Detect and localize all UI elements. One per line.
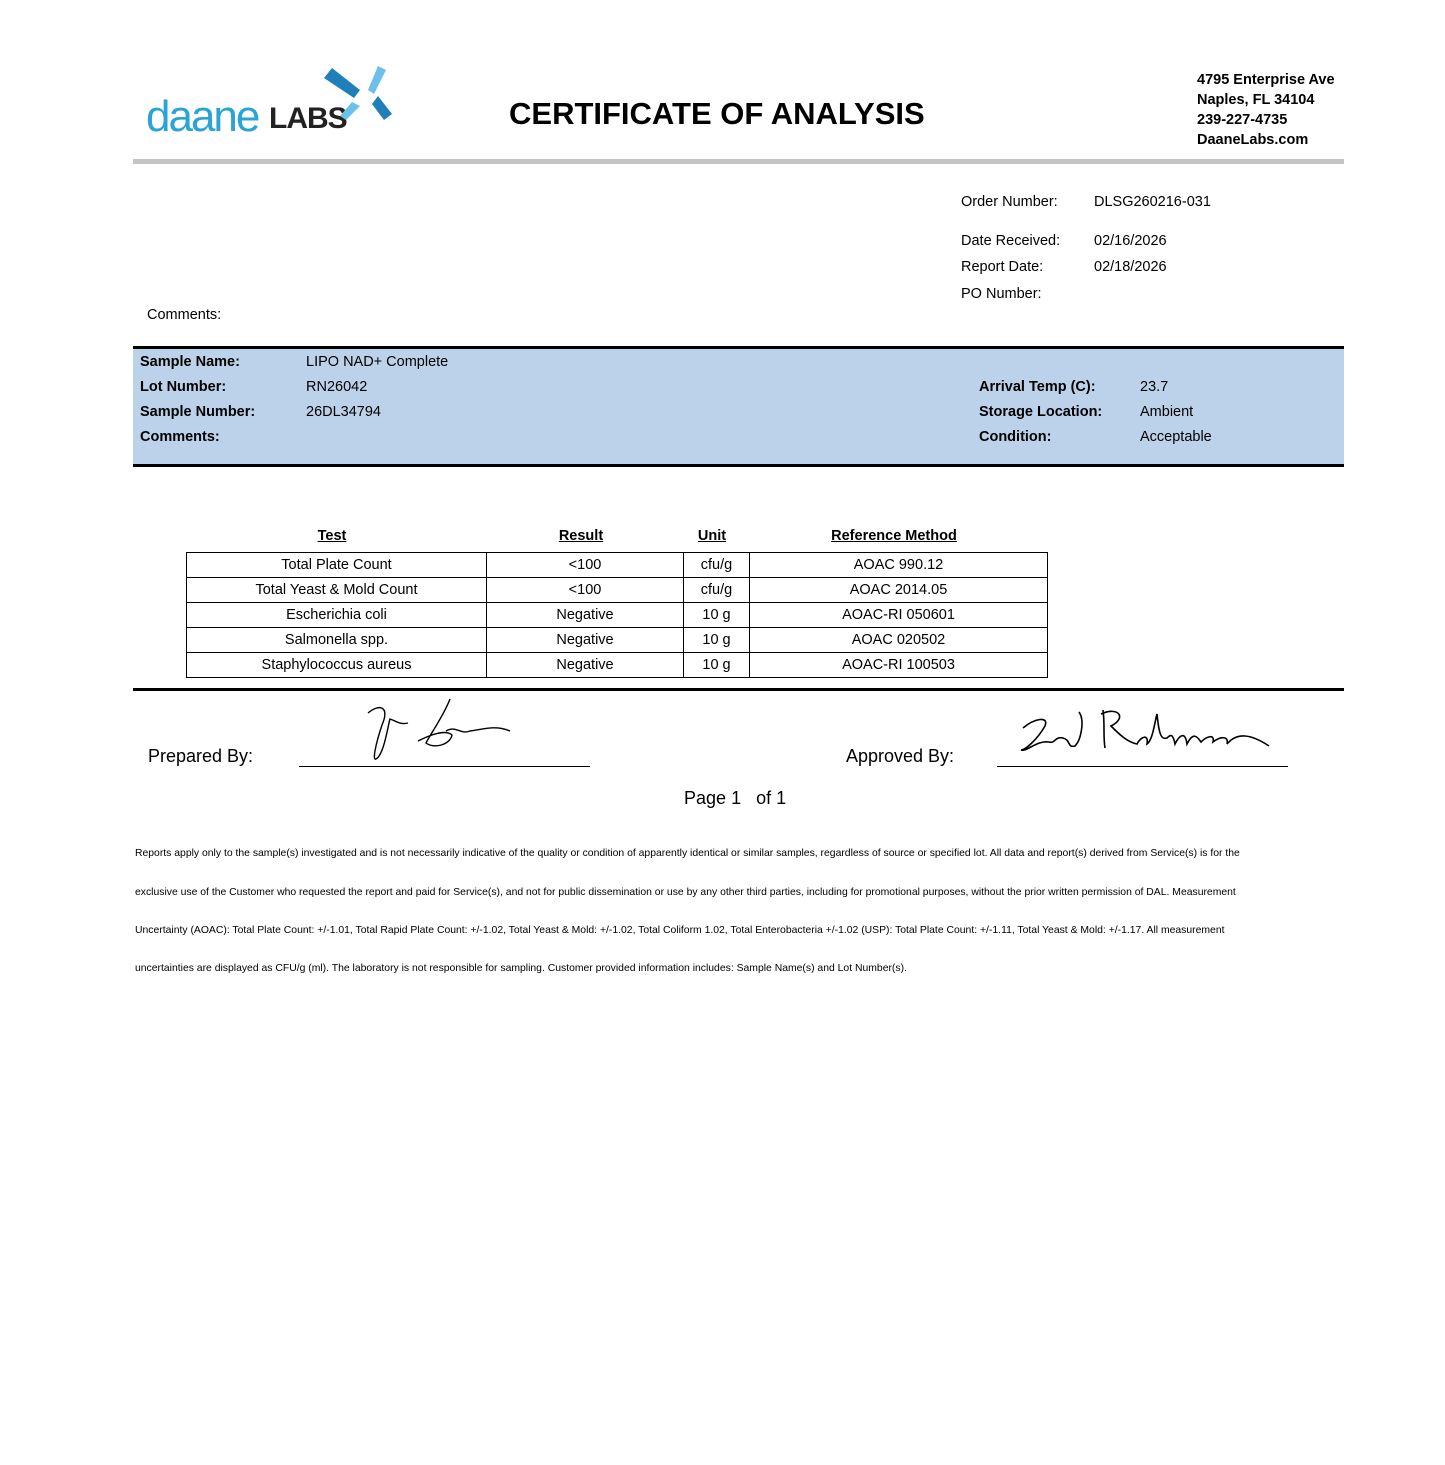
logo-burst-icon bbox=[324, 66, 392, 120]
lot-number-label: Lot Number: bbox=[140, 379, 227, 395]
cell-result: Negative bbox=[486, 602, 684, 628]
arrival-temp-value: 23.7 bbox=[1140, 379, 1169, 395]
sample-comments-label: Comments: bbox=[140, 429, 220, 445]
lot-number-value: RN26042 bbox=[306, 379, 368, 395]
cell-reference-method: AOAC-RI 050601 bbox=[749, 602, 1048, 628]
arrival-temp-label: Arrival Temp (C): bbox=[979, 379, 1096, 395]
cell-test-name: Salmonella spp. bbox=[186, 627, 487, 653]
storage-location-label: Storage Location: bbox=[979, 404, 1103, 420]
sample-name-value: LIPO NAD+ Complete bbox=[306, 354, 449, 370]
po-number-label: PO Number: bbox=[961, 286, 1042, 302]
prepared-by-label: Prepared By: bbox=[148, 746, 254, 766]
column-header-reference-method: Reference Method bbox=[831, 528, 957, 544]
cell-unit: 10 g bbox=[683, 602, 750, 628]
order-number-value: DLSG260216-031 bbox=[1094, 194, 1211, 210]
cell-result: <100 bbox=[486, 552, 684, 578]
condition-value: Acceptable bbox=[1140, 429, 1212, 445]
date-received-label: Date Received: bbox=[961, 233, 1061, 249]
storage-location-value: Ambient bbox=[1140, 404, 1194, 420]
cell-unit: 10 g bbox=[683, 627, 750, 653]
cell-test-name: Total Plate Count bbox=[186, 552, 487, 578]
cell-reference-method: AOAC 990.12 bbox=[749, 552, 1048, 578]
cell-reference-method: AOAC 2014.05 bbox=[749, 577, 1048, 603]
cell-result: Negative bbox=[486, 652, 684, 678]
approved-by-signature bbox=[1020, 709, 1270, 751]
approved-by-line bbox=[997, 766, 1288, 767]
prepared-by-line bbox=[299, 766, 590, 767]
column-header-test: Test bbox=[317, 528, 347, 544]
table-row: Total Yeast & Mold Count <100 cfu/g AOAC 20… bbox=[186, 577, 1048, 603]
results-divider bbox=[133, 688, 1344, 691]
prepared-by-signature bbox=[367, 698, 511, 760]
results-table: Total Plate Count <100 cfu/g AOAC 990.12 Tot… bbox=[186, 552, 1048, 678]
column-header-result: Result bbox=[558, 528, 604, 544]
cell-result: Negative bbox=[486, 627, 684, 653]
cell-test-name: Total Yeast & Mold Count bbox=[186, 577, 487, 603]
cell-test-name: Staphylococcus aureus bbox=[186, 652, 487, 678]
disclaimer-text: Reports apply only to the sample(s) inve… bbox=[135, 848, 1240, 974]
cell-result: <100 bbox=[486, 577, 684, 603]
report-date-label: Report Date: bbox=[961, 259, 1044, 275]
cell-unit: 10 g bbox=[683, 652, 750, 678]
cell-unit: cfu/g bbox=[683, 577, 750, 603]
document-title: CERTIFICATE OF ANALYSIS bbox=[509, 96, 925, 131]
table-row: Staphylococcus aureus Negative 10 g AOAC-RI… bbox=[186, 652, 1048, 678]
condition-label: Condition: bbox=[979, 429, 1052, 445]
sample-number-label: Sample Number: bbox=[140, 404, 256, 420]
approved-by-label: Approved By: bbox=[846, 746, 955, 766]
sample-number-value: 26DL34794 bbox=[306, 404, 381, 420]
date-received-value: 02/16/2026 bbox=[1094, 233, 1167, 249]
cell-test-name: Escherichia coli bbox=[186, 602, 487, 628]
report-date-value: 02/18/2026 bbox=[1094, 259, 1167, 275]
table-row: Escherichia coli Negative 10 g AOAC-RI 0506… bbox=[186, 602, 1048, 628]
table-row: Salmonella spp. Negative 10 g AOAC 020502 bbox=[186, 627, 1048, 653]
daanelabs-logo: daane LABS bbox=[146, 64, 396, 141]
order-number-label: Order Number: bbox=[961, 194, 1058, 210]
sample-name-label: Sample Name: bbox=[140, 354, 240, 370]
sample-info-band: Sample Name: LIPO NAD+ Complete Lot Numb… bbox=[133, 346, 1344, 467]
cell-unit: cfu/g bbox=[683, 552, 750, 578]
page-indicator: Page 1 of 1 bbox=[684, 788, 787, 808]
comments-label: Comments: bbox=[147, 307, 222, 323]
header-divider bbox=[133, 159, 1344, 164]
table-row: Total Plate Count <100 cfu/g AOAC 990.12 bbox=[186, 552, 1048, 578]
cell-reference-method: AOAC-RI 100503 bbox=[749, 652, 1048, 678]
lab-address: 4795 Enterprise Ave Naples, FL 34104 239… bbox=[1197, 72, 1335, 148]
column-header-unit: Unit bbox=[697, 528, 727, 544]
cell-reference-method: AOAC 020502 bbox=[749, 627, 1048, 653]
